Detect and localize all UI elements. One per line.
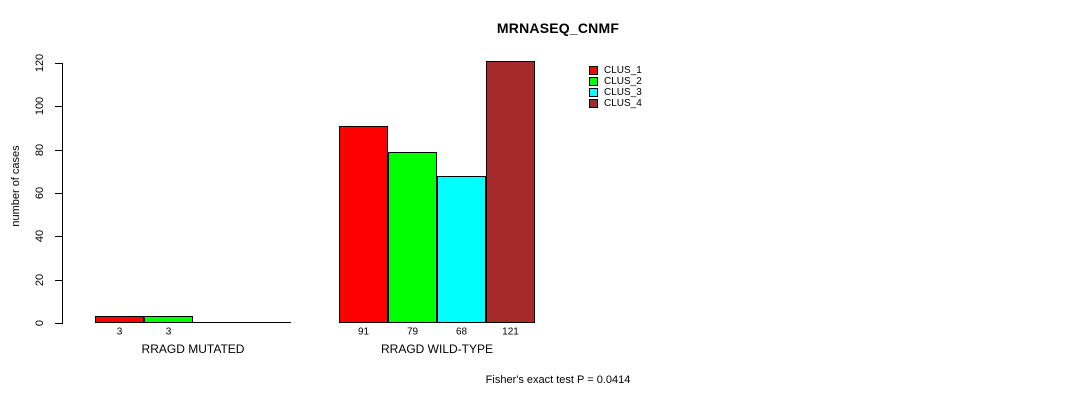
legend-item: CLUS_3 — [589, 87, 642, 98]
category-label: RRAGD WILD-TYPE — [380, 342, 494, 356]
bar-value-label: 3 — [165, 326, 172, 338]
y-axis-tick — [55, 280, 62, 281]
y-axis-tick — [55, 106, 62, 107]
annotation-text: Fisher's exact test P = 0.0414 — [485, 374, 631, 386]
legend-label: CLUS_3 — [604, 87, 642, 98]
category-label: RRAGD MUTATED — [141, 342, 245, 356]
legend-label: CLUS_4 — [604, 98, 642, 109]
bar-zero-clus_3-group1 — [193, 322, 242, 323]
legend-label: CLUS_2 — [604, 76, 642, 87]
y-axis-tick — [55, 323, 62, 324]
legend-item: CLUS_4 — [589, 98, 642, 109]
legend-swatch — [589, 77, 598, 86]
legend-item: CLUS_1 — [589, 65, 642, 76]
bar-clus_4-group2 — [486, 61, 535, 323]
legend-label: CLUS_1 — [604, 65, 642, 76]
y-axis-tick — [55, 236, 62, 237]
bar-clus_2-group2 — [388, 152, 437, 323]
bar-clus_1-group2 — [339, 126, 388, 323]
bar-value-label: 68 — [455, 326, 468, 338]
legend-item: CLUS_2 — [589, 76, 642, 87]
bar-value-label: 3 — [116, 326, 123, 338]
bar-clus_2-group1 — [144, 316, 193, 323]
bar-value-label: 121 — [502, 326, 519, 338]
legend-swatch — [589, 99, 598, 108]
chart-title: MRNASEQ_CNMF — [496, 20, 620, 36]
bar-value-label: 79 — [406, 326, 419, 338]
bar-clus_1-group1 — [95, 316, 144, 323]
bar-value-label: 91 — [357, 326, 370, 338]
y-axis-tick — [55, 63, 62, 64]
bar-zero-clus_4-group1 — [242, 322, 291, 323]
legend-swatch — [589, 66, 598, 75]
y-axis-tick — [55, 193, 62, 194]
y-axis-line — [62, 63, 63, 324]
bar-clus_3-group2 — [437, 176, 486, 323]
legend-swatch — [589, 88, 598, 97]
y-axis-tick — [55, 150, 62, 151]
